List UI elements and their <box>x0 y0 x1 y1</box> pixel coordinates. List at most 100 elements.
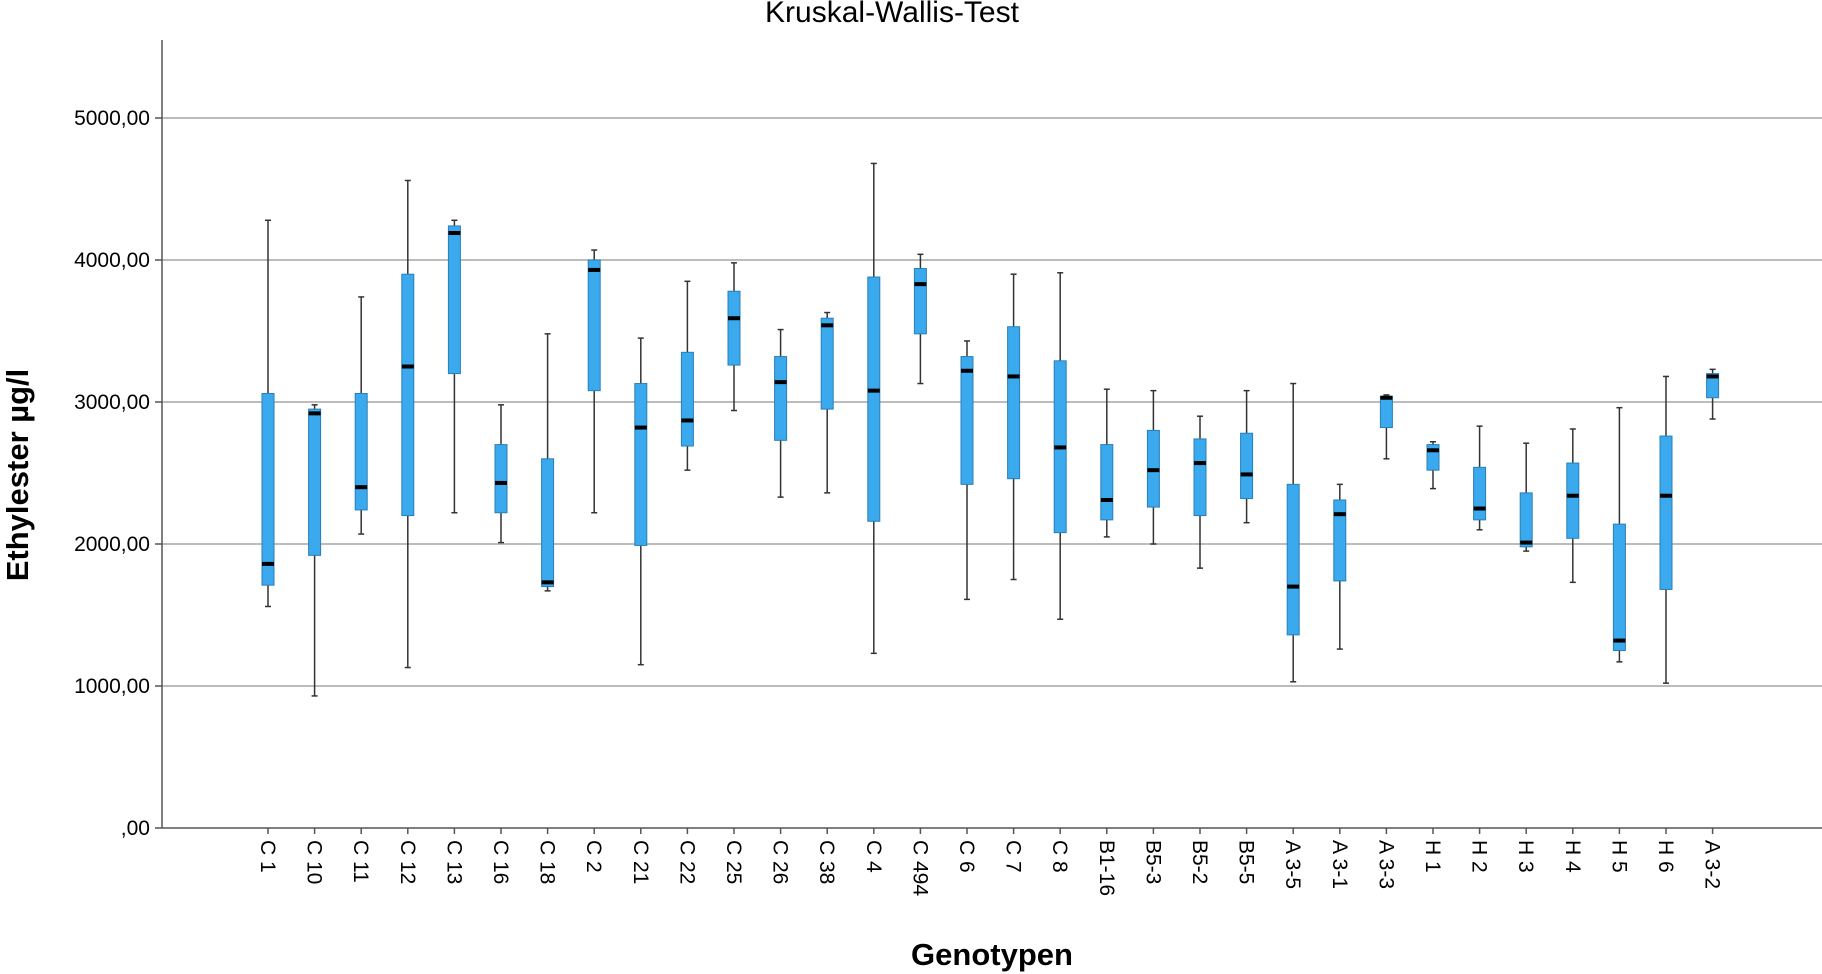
x-tick-label: B1-16 <box>1095 840 1118 896</box>
box-iqr <box>308 408 322 556</box>
box-c6 <box>960 340 974 601</box>
box-iqr <box>867 276 881 522</box>
y-axis-label: Ethylester µg/l <box>0 369 35 582</box>
box-a3-5 <box>1286 382 1300 683</box>
x-tick-label: H 6 <box>1654 840 1677 873</box>
box-h2 <box>1473 425 1487 531</box>
box-iqr <box>1612 523 1626 651</box>
box-h6 <box>1659 375 1673 684</box>
x-tick-label: B5-2 <box>1188 840 1211 884</box>
box-iqr <box>1706 373 1720 399</box>
chart-title: Kruskal-Wallis-Test <box>765 0 1020 29</box>
x-tick-label: H 5 <box>1607 840 1630 873</box>
x-tick-label: C 4 <box>862 840 885 873</box>
box-iqr <box>494 444 508 514</box>
box-iqr <box>1473 466 1487 521</box>
box-b1-16 <box>1100 388 1114 538</box>
box-iqr <box>680 351 694 447</box>
x-tick-label: C 8 <box>1048 840 1071 873</box>
box-iqr <box>261 392 275 586</box>
box-c7 <box>1007 273 1021 581</box>
x-tick-label: C 13 <box>442 840 465 884</box>
box-c18 <box>541 333 555 592</box>
x-tick-label: H 3 <box>1514 840 1537 873</box>
box-iqr <box>541 458 555 588</box>
box-c10 <box>308 404 322 697</box>
box-a3-1 <box>1333 483 1347 650</box>
box-c494 <box>913 253 927 385</box>
x-tick-label: B5-3 <box>1141 840 1164 884</box>
x-tick-label: C 1 <box>256 840 279 873</box>
x-tick-label: C 16 <box>489 840 512 884</box>
box-c11 <box>354 296 368 535</box>
x-axis-ticks: C 1 C 10 C 11 C 12 C 13 C 16 C 18 C 2 C 21 C 22 C … <box>256 828 1724 896</box>
box-iqr <box>1193 438 1207 517</box>
box-c22 <box>680 280 694 471</box>
box-iqr <box>587 259 601 392</box>
box-iqr <box>1286 483 1300 636</box>
x-tick-label: C 22 <box>675 840 698 884</box>
x-tick-label: H 4 <box>1561 840 1584 873</box>
box-c25 <box>727 262 741 412</box>
box-iqr <box>354 392 368 511</box>
box-c26 <box>774 328 788 498</box>
box-iqr <box>1379 395 1393 429</box>
x-tick-label: C 11 <box>349 840 372 883</box>
box-h1 <box>1426 441 1440 490</box>
box-h4 <box>1566 428 1580 584</box>
box-iqr <box>913 268 927 335</box>
x-tick-label: C 38 <box>815 840 838 884</box>
x-tick-label: C 18 <box>536 840 559 884</box>
y-tick-label: 4000,00 <box>74 249 150 272</box>
x-tick-label: C 6 <box>955 840 978 873</box>
x-tick-label: A 3-1 <box>1328 840 1351 889</box>
box-iqr <box>634 383 648 546</box>
x-tick-label: C 2 <box>582 840 605 873</box>
box-c4 <box>867 162 881 655</box>
box-h5 <box>1612 406 1626 663</box>
box-b5-2 <box>1193 415 1207 569</box>
box-c21 <box>634 337 648 666</box>
box-a3-3 <box>1379 394 1393 460</box>
x-tick-label: C 26 <box>769 840 792 884</box>
y-tick-label: ,00 <box>121 817 150 840</box>
x-axis-label: Genotypen <box>911 937 1073 972</box>
box-iqr <box>1566 462 1580 539</box>
box-c16 <box>494 404 508 544</box>
x-tick-label: C 25 <box>722 840 745 884</box>
x-tick-label: C 21 <box>629 840 652 884</box>
box-iqr <box>1333 499 1347 582</box>
grid-lines <box>162 117 1822 687</box>
box-c13 <box>447 219 461 514</box>
x-tick-label: C 10 <box>303 840 326 884</box>
box-c1 <box>261 219 275 608</box>
x-tick-label: C 12 <box>396 840 419 884</box>
x-tick-label: A 3-5 <box>1281 840 1304 889</box>
x-tick-label: A 3-2 <box>1701 840 1724 889</box>
box-iqr <box>820 317 834 410</box>
box-iqr <box>774 356 788 441</box>
box-h3 <box>1519 442 1533 552</box>
x-tick-label: C 7 <box>1002 840 1025 873</box>
box-iqr <box>727 290 741 366</box>
box-iqr <box>447 225 461 375</box>
box-iqr <box>1007 326 1021 480</box>
box-iqr <box>1100 444 1114 521</box>
x-tick-label: A 3-3 <box>1374 840 1397 889</box>
y-axis-ticks: ,00 1000,00 2000,00 3000,00 4000,00 5000,00 <box>74 107 162 840</box>
y-tick-label: 3000,00 <box>74 391 150 414</box>
x-tick-label: C 494 <box>908 840 931 896</box>
box-c38 <box>820 311 834 494</box>
box-iqr <box>960 356 974 485</box>
box-series <box>261 162 1720 697</box>
box-iqr <box>1240 432 1254 500</box>
box-iqr <box>1519 492 1533 548</box>
box-iqr <box>1659 435 1673 590</box>
box-b5-5 <box>1240 389 1254 524</box>
box-iqr <box>401 273 415 517</box>
x-tick-label: H 1 <box>1421 840 1444 873</box>
x-tick-label: H 2 <box>1468 840 1491 873</box>
box-b5-3 <box>1146 389 1160 545</box>
box-c12 <box>401 179 415 669</box>
